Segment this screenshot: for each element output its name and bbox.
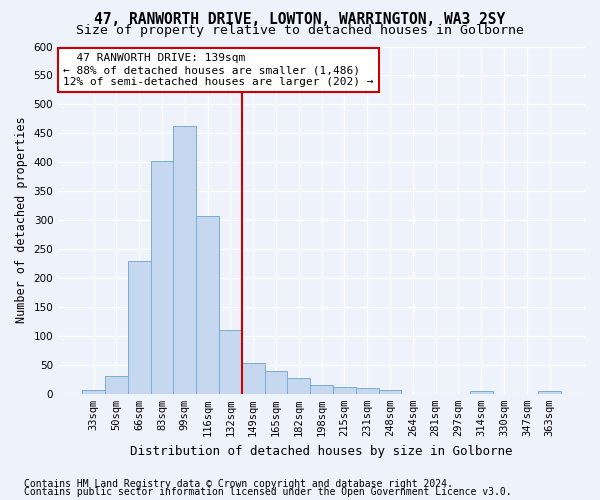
Y-axis label: Number of detached properties: Number of detached properties xyxy=(15,117,28,324)
Bar xyxy=(379,390,401,394)
Text: Size of property relative to detached houses in Golborne: Size of property relative to detached ho… xyxy=(76,24,524,37)
Bar xyxy=(82,390,105,394)
Bar xyxy=(219,330,242,394)
Text: 47 RANWORTH DRIVE: 139sqm  
← 88% of detached houses are smaller (1,486)
12% of : 47 RANWORTH DRIVE: 139sqm ← 88% of detac… xyxy=(64,54,374,86)
Bar xyxy=(333,387,356,394)
Bar xyxy=(470,391,493,394)
Bar xyxy=(242,362,265,394)
Text: Contains public sector information licensed under the Open Government Licence v3: Contains public sector information licen… xyxy=(24,487,512,497)
Bar xyxy=(287,378,310,394)
Bar xyxy=(173,126,196,394)
Bar xyxy=(310,385,333,394)
Bar xyxy=(151,161,173,394)
Bar xyxy=(265,370,287,394)
Bar xyxy=(356,388,379,394)
Bar xyxy=(128,262,151,394)
Bar xyxy=(538,391,561,394)
Bar xyxy=(196,216,219,394)
Bar xyxy=(105,376,128,394)
X-axis label: Distribution of detached houses by size in Golborne: Distribution of detached houses by size … xyxy=(130,444,513,458)
Text: Contains HM Land Registry data © Crown copyright and database right 2024.: Contains HM Land Registry data © Crown c… xyxy=(24,479,453,489)
Text: 47, RANWORTH DRIVE, LOWTON, WARRINGTON, WA3 2SY: 47, RANWORTH DRIVE, LOWTON, WARRINGTON, … xyxy=(94,12,506,28)
